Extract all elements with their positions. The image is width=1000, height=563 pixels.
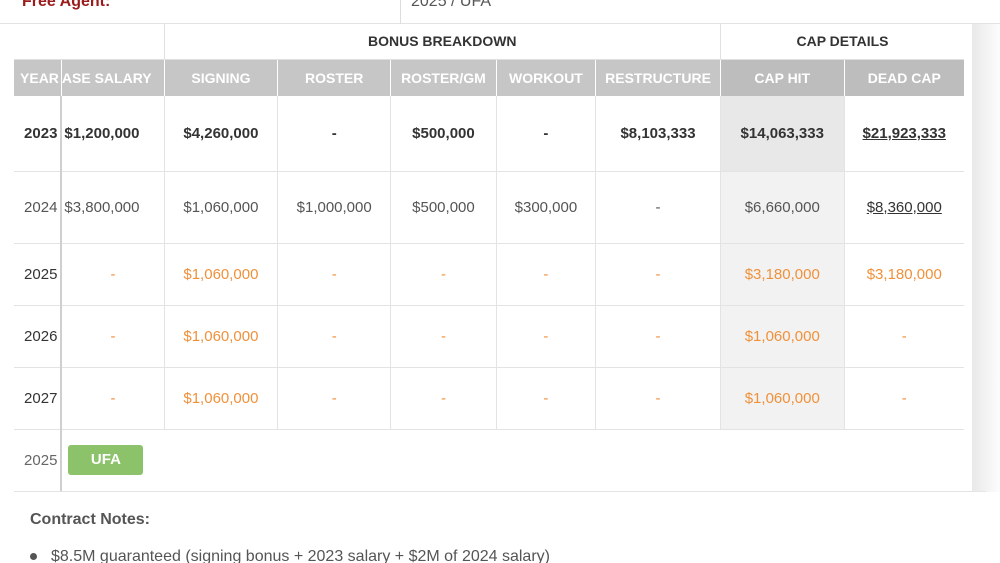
base-salary-cell: -: [60, 243, 165, 306]
free-agent-row: Free Agent: 2025 / UFA: [0, 0, 1000, 24]
roster-gm-cell: $500,000: [390, 171, 497, 244]
col-year[interactable]: YEAR: [14, 59, 62, 96]
roster-cell: $1,000,000: [277, 171, 391, 244]
table-row: 2024 $3,800,000 $1,060,000 $1,000,000 $5…: [14, 171, 964, 244]
restructure-cell: -: [595, 305, 721, 368]
group-header-blank: [14, 24, 165, 60]
divider: [400, 0, 401, 24]
cap-hit-cell: $14,063,333: [719, 96, 845, 172]
column-header-row: YEAR ASE SALARY SIGNING ROSTER ROSTER/GM…: [14, 59, 964, 96]
dead-cap-cell: $3,180,000: [843, 243, 964, 306]
note-item: $8.5M guaranteed (signing bonus + 2023 s…: [30, 548, 550, 563]
dead-cap-cell: $21,923,333: [843, 96, 964, 172]
signing-cell: $4,260,000: [163, 96, 278, 172]
cap-hit-cell: $6,660,000: [719, 171, 845, 244]
signing-cell: $1,060,000: [163, 305, 278, 368]
base-salary-cell: $3,800,000: [60, 171, 165, 244]
dead-cap-cell: $8,360,000: [843, 171, 964, 244]
col-cap-hit[interactable]: CAP HIT: [719, 59, 845, 96]
restructure-cell: $8,103,333: [595, 96, 721, 172]
workout-cell: -: [495, 305, 596, 368]
table-row: 2027 - $1,060,000 - - - - $1,060,000 -: [14, 367, 964, 430]
bonus-breakdown-header: BONUS BREAKDOWN: [163, 24, 721, 60]
ufa-badge: UFA: [68, 445, 144, 476]
base-salary-cell: $1,200,000: [60, 96, 165, 172]
roster-cell: -: [277, 367, 391, 430]
year-cell: 2026: [14, 305, 63, 368]
restructure-cell: -: [595, 171, 721, 244]
col-roster[interactable]: ROSTER: [277, 59, 391, 96]
bullet-icon: [30, 553, 37, 561]
base-salary-cell: -: [60, 305, 165, 368]
roster-gm-cell: -: [390, 367, 497, 430]
roster-cell: -: [277, 305, 391, 368]
cap-hit-cell: $1,060,000: [719, 367, 845, 430]
workout-cell: -: [495, 96, 596, 172]
signing-cell: $1,060,000: [163, 243, 278, 306]
restructure-cell: -: [595, 367, 721, 430]
col-restructure[interactable]: RESTRUCTURE: [595, 59, 721, 96]
restructure-cell: -: [595, 243, 721, 306]
group-header-row: BONUS BREAKDOWN CAP DETAILS: [14, 24, 964, 60]
cap-hit-cell: $3,180,000: [719, 243, 845, 306]
cap-hit-cell: $1,060,000: [719, 305, 845, 368]
signing-cell: $1,060,000: [163, 171, 278, 244]
contract-table: BONUS BREAKDOWN CAP DETAILS YEAR ASE SAL…: [14, 24, 964, 491]
contract-table-container[interactable]: BONUS BREAKDOWN CAP DETAILS YEAR ASE SAL…: [14, 24, 986, 492]
roster-cell: -: [277, 243, 391, 306]
free-agent-label: Free Agent:: [22, 0, 111, 10]
year-cell: 2027: [14, 367, 63, 430]
dead-cap-cell: -: [843, 367, 964, 430]
ufa-row: 2025 UFA: [14, 429, 964, 491]
year-cell: 2024: [14, 171, 63, 244]
contract-notes-title: Contract Notes:: [30, 511, 151, 528]
note-text: $8.5M guaranteed (signing bonus + 2023 s…: [51, 548, 550, 563]
col-dead-cap[interactable]: DEAD CAP: [843, 59, 964, 96]
base-salary-cell: -: [60, 367, 165, 430]
ufa-cell: UFA: [60, 429, 964, 491]
dead-cap-link[interactable]: $21,923,333: [862, 124, 946, 142]
workout-cell: -: [495, 367, 596, 430]
free-agent-value: 2025 / UFA: [411, 0, 492, 10]
year-cell: 2025: [14, 429, 63, 491]
workout-cell: $300,000: [495, 171, 596, 244]
col-workout[interactable]: WORKOUT: [495, 59, 596, 96]
workout-cell: -: [495, 243, 596, 306]
table-row: 2025 - $1,060,000 - - - - $3,180,000 $3,…: [14, 243, 964, 306]
table-row: 2023 $1,200,000 $4,260,000 - $500,000 - …: [14, 96, 964, 172]
dead-cap-link[interactable]: $8,360,000: [866, 198, 942, 216]
roster-gm-cell: -: [390, 243, 497, 306]
roster-gm-cell: -: [390, 305, 497, 368]
dead-cap-cell: -: [843, 305, 964, 368]
roster-cell: -: [277, 96, 391, 172]
roster-gm-cell: $500,000: [390, 96, 497, 172]
col-base-salary[interactable]: ASE SALARY: [60, 59, 165, 96]
scroll-fade: [972, 24, 1000, 492]
table-row: 2026 - $1,060,000 - - - - $1,060,000 -: [14, 305, 964, 368]
year-cell: 2025: [14, 243, 63, 306]
cap-details-header: CAP DETAILS: [719, 24, 964, 60]
col-signing[interactable]: SIGNING: [163, 59, 278, 96]
col-roster-gm[interactable]: ROSTER/GM: [390, 59, 497, 96]
signing-cell: $1,060,000: [163, 367, 278, 430]
year-cell: 2023: [14, 96, 63, 172]
